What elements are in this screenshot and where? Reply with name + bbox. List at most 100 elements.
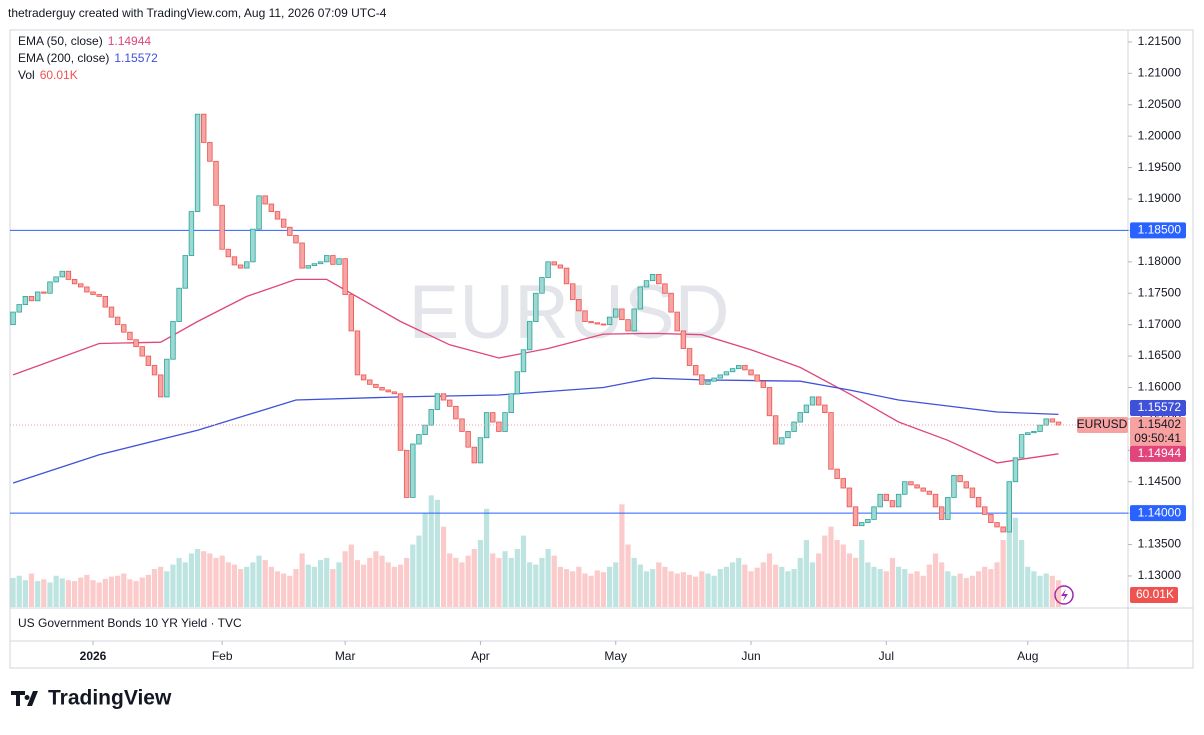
volume-bar (1000, 540, 1006, 607)
volume-bar (791, 569, 797, 607)
candle-body (588, 321, 594, 324)
volume-bar (422, 513, 428, 607)
volume-bar (145, 574, 151, 607)
volume-bar (194, 548, 201, 607)
candle-body (324, 255, 330, 263)
x-tick-label: May (604, 649, 627, 663)
volume-bar (428, 495, 434, 607)
candle-body (994, 522, 1000, 528)
candle-body (625, 319, 631, 332)
volume-bar (447, 553, 453, 607)
x-tick-label: Mar (335, 649, 356, 663)
volume-bar (336, 562, 342, 607)
volume-bar (699, 571, 705, 607)
candle-body (28, 295, 35, 302)
volume-bar (96, 582, 102, 607)
candle-body (225, 248, 232, 258)
volume-bar (207, 553, 213, 607)
y-tick-label: 1.13000 (1138, 568, 1182, 582)
bond-pane-title: US Government Bonds 10 YR Yield · TVC (18, 616, 242, 630)
candle-body (102, 295, 109, 308)
volume-bar (176, 557, 182, 607)
y-tick-label: 1.21000 (1138, 66, 1182, 80)
candle-body (78, 283, 84, 288)
candle-body (662, 283, 668, 294)
candle-body (865, 519, 871, 523)
volume-bar (514, 548, 520, 607)
volume-bar (391, 566, 397, 607)
candle-body (779, 437, 785, 445)
candle-body (582, 310, 588, 322)
candle-body (637, 286, 644, 310)
candle-body (902, 481, 908, 495)
volume-bar (47, 582, 53, 607)
candle-body (41, 291, 47, 294)
level-price-tag (1130, 505, 1186, 522)
volume-bar (250, 562, 256, 607)
y-tick-label: 1.17000 (1138, 317, 1182, 331)
candle-body (1055, 421, 1062, 426)
candle-body (668, 292, 674, 313)
candle-body (440, 393, 447, 401)
candle-body (797, 412, 803, 423)
volume-bar (527, 562, 533, 607)
volume-bar (262, 560, 268, 607)
volume-bar (201, 551, 207, 607)
candle-body (299, 242, 305, 269)
candle-body (496, 421, 502, 432)
volume-bar (902, 569, 908, 607)
candle-body (969, 487, 976, 498)
candle-body (422, 424, 428, 435)
symbol-tag (1077, 417, 1128, 434)
candle-body (982, 506, 988, 515)
x-tick-label: Aug (1017, 649, 1038, 663)
level-price-label: 1.18500 (1138, 223, 1182, 237)
candle-body (293, 235, 299, 244)
candle-body (803, 404, 810, 414)
volume-bar (754, 567, 760, 607)
candle-body (1006, 481, 1013, 533)
volume-bar (896, 566, 902, 607)
volume-bars (10, 482, 1062, 607)
candle-body (164, 358, 170, 398)
ema-price-tag (1130, 400, 1186, 417)
volume-bar (1012, 517, 1019, 607)
y-tick-label: 1.20500 (1138, 97, 1182, 111)
volume-bar (41, 579, 47, 607)
candle-body (477, 437, 484, 464)
volume-bar (410, 544, 416, 607)
candle-body (53, 276, 59, 283)
volume-bar (619, 504, 625, 607)
candle-body (305, 265, 311, 269)
candle-body (551, 261, 557, 266)
volume-bar (490, 553, 496, 607)
volume-bar (717, 569, 723, 607)
volume-bar (803, 540, 809, 607)
volume-bar (828, 526, 834, 607)
candle-body (176, 287, 182, 322)
candle-body (403, 449, 410, 498)
candle-body (760, 380, 767, 388)
candle-body (711, 377, 717, 382)
volume-bar (151, 569, 158, 607)
candle-body (170, 321, 176, 360)
candle-body (643, 280, 650, 288)
volume-bar (317, 560, 324, 607)
candle-body (895, 493, 902, 508)
volume-bar (926, 564, 932, 607)
alert-icon[interactable] (1054, 585, 1074, 605)
volume-bar (170, 564, 176, 607)
candle-body (490, 412, 496, 423)
candle-body (822, 404, 828, 414)
candle-body (785, 431, 791, 439)
candle-body (932, 493, 939, 508)
candle-body (71, 279, 78, 285)
volume-bar (785, 571, 791, 607)
candle-body (594, 322, 600, 325)
candle-body (908, 481, 914, 486)
volume-bar (945, 571, 951, 607)
candles (10, 113, 1062, 533)
volume-bar (1019, 540, 1025, 607)
candle-body (213, 160, 219, 206)
volume-bar (613, 562, 619, 607)
